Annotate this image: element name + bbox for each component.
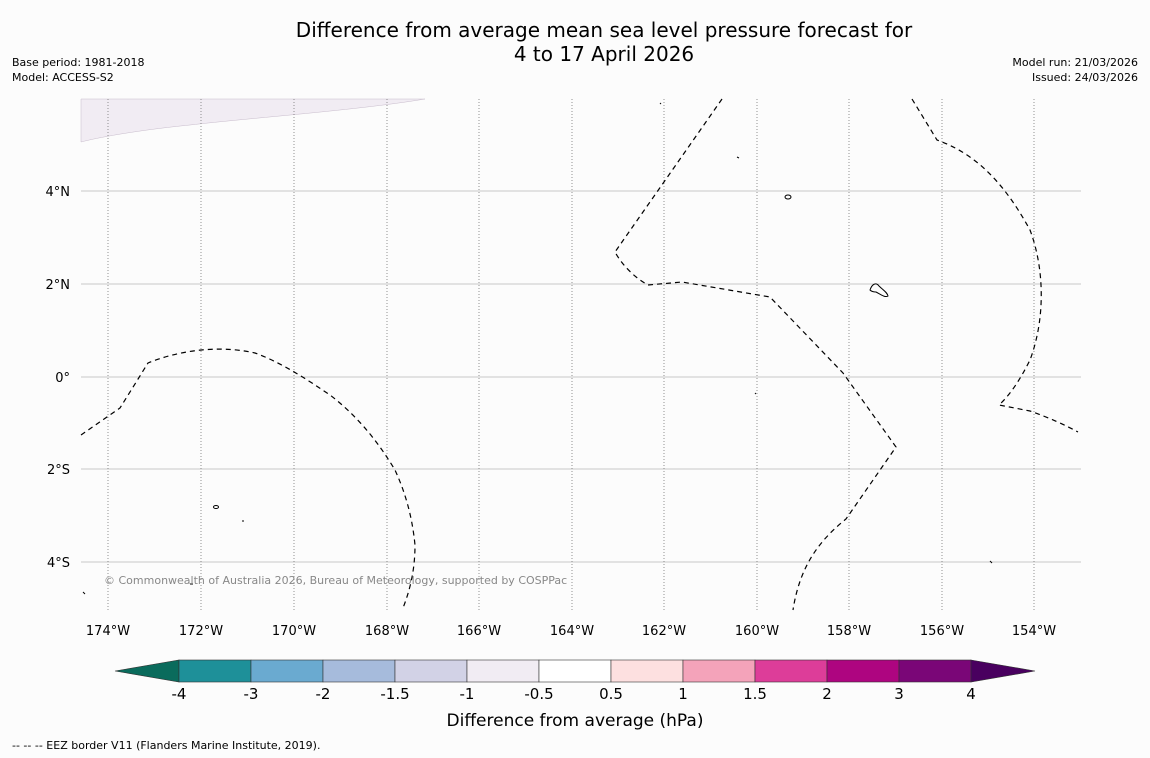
lon-label: 158°W [827, 624, 871, 639]
lon-label: 174°W [86, 624, 130, 639]
colorbar-ticks: -4 -3 -2 -1.5 -1 -0.5 0.5 1 1.5 2 3 4 [172, 685, 976, 703]
lon-label: 170°W [272, 624, 316, 639]
colorbar-tick: -1.5 [380, 685, 409, 703]
colorbar-swatch [250, 659, 324, 683]
colorbar-tick: -3 [244, 685, 259, 703]
eez-border-kiribati-gilbert [80, 348, 416, 609]
colorbar-label: Difference from average (hPa) [447, 711, 704, 731]
eez-border-line-right [911, 98, 1079, 433]
colorbar-tick: -0.5 [524, 685, 553, 703]
lon-label: 156°W [920, 624, 964, 639]
issued-date: Issued: 24/03/2026 [1031, 71, 1138, 84]
colorbar-swatch [682, 659, 756, 683]
colorbar-tick: 0.5 [599, 685, 623, 703]
lon-label: 162°W [642, 624, 686, 639]
colorbar-tick: 1.5 [743, 685, 767, 703]
colorbar-tick: 4 [966, 685, 976, 703]
colorbar-swatch [466, 659, 540, 683]
colorbar-tick: 3 [894, 685, 904, 703]
colorbar-swatch [178, 659, 252, 683]
colorbar-swatch [114, 659, 180, 683]
model-name: Model: ACCESS-S2 [12, 71, 114, 84]
lon-label: 154°W [1012, 624, 1056, 639]
eez-border-line-upper [614, 98, 897, 611]
lon-label: 168°W [365, 624, 409, 639]
eez-borders [80, 98, 1079, 611]
island-3 [784, 194, 792, 200]
island-2 [736, 156, 740, 159]
colorbar-swatch [322, 659, 396, 683]
chart-title: Difference from average mean sea level p… [230, 18, 978, 66]
lon-label: 166°W [457, 624, 501, 639]
island-9 [989, 560, 993, 564]
colorbar-tick: -4 [172, 685, 187, 703]
title-line-2: 4 to 17 April 2026 [513, 42, 695, 66]
lon-label: 164°W [550, 624, 594, 639]
anomaly-region [80, 98, 426, 143]
colorbar-swatch [538, 659, 612, 683]
colorbar-tick: -1 [460, 685, 475, 703]
base-period: Base period: 1981-2018 [12, 56, 145, 69]
lat-label: 4°S [47, 556, 70, 571]
lat-label: 2°N [46, 278, 71, 293]
meta-left: Base period: 1981-2018 Model: ACCESS-S2 [12, 55, 144, 85]
island-5 [213, 505, 219, 509]
meta-right: Model run: 21/03/2026 Issued: 24/03/2026 [1012, 55, 1138, 85]
lat-label: 0° [55, 371, 70, 386]
colorbar [114, 659, 1036, 683]
island-kiritimati [869, 283, 889, 297]
colorbar-swatch [970, 659, 1036, 683]
lat-label: 4°N [46, 185, 71, 200]
lon-gridlines [107, 99, 1035, 610]
title-line-1: Difference from average mean sea level p… [295, 18, 913, 42]
lon-label: 172°W [179, 624, 223, 639]
colorbar-tick: -2 [316, 685, 331, 703]
model-run: Model run: 21/03/2026 [1012, 56, 1138, 69]
island-8 [82, 591, 86, 595]
island-1 [659, 102, 662, 105]
footnote: -- -- -- EEZ border V11 (Flanders Marine… [12, 739, 321, 752]
map-area: © Commonwealth of Australia 2026, Bureau… [80, 98, 1081, 611]
colorbar-swatch [394, 659, 468, 683]
islands [82, 102, 993, 595]
island-4 [754, 392, 757, 395]
colorbar-swatch [610, 659, 684, 683]
colorbar-tick: 2 [822, 685, 832, 703]
colorbar-swatch [826, 659, 900, 683]
colorbar-swatch [898, 659, 972, 683]
lat-label: 2°S [47, 463, 70, 478]
colorbar-tick: 1 [678, 685, 688, 703]
colorbar-swatch [754, 659, 828, 683]
lat-gridlines [81, 190, 1081, 563]
lat-axis-labels: 4°N 2°N 0° 2°S 4°S [46, 185, 71, 571]
copyright-text: © Commonwealth of Australia 2026, Bureau… [104, 574, 567, 587]
lon-label: 160°W [735, 624, 779, 639]
lon-axis-labels: 174°W 172°W 170°W 168°W 166°W 164°W 162°… [86, 624, 1056, 639]
